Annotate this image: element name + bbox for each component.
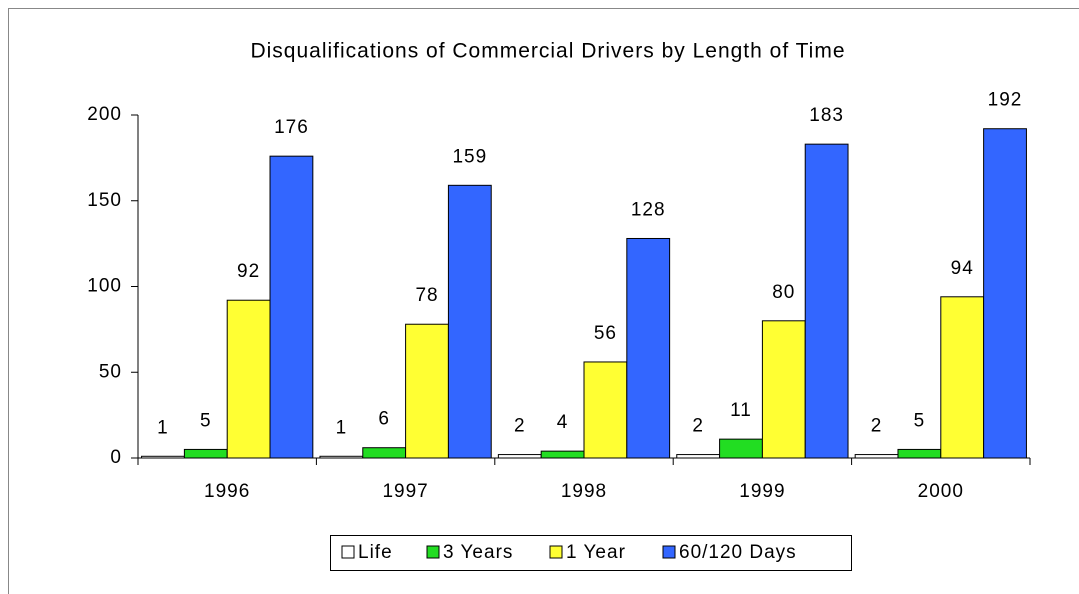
data-label: 94	[951, 258, 974, 279]
bar	[447, 184, 492, 459]
data-label: 1	[336, 417, 348, 438]
x-tick-label: 1998	[561, 481, 607, 502]
x-tick-label: 1996	[204, 481, 250, 502]
legend-swatch	[426, 545, 440, 559]
data-label: 128	[631, 199, 666, 220]
y-tick-label: 200	[87, 104, 122, 125]
bar	[897, 448, 942, 459]
bar	[626, 237, 671, 459]
legend-swatch	[549, 545, 563, 559]
data-label: 6	[378, 409, 390, 430]
bar	[226, 299, 271, 459]
legend-swatch	[341, 545, 355, 559]
bar	[676, 454, 721, 459]
data-label: 4	[557, 412, 569, 433]
data-label: 1	[157, 417, 169, 438]
bar	[583, 361, 628, 459]
legend-box	[330, 535, 852, 571]
x-tick-label: 2000	[918, 481, 964, 502]
data-label: 78	[415, 285, 438, 306]
chart-title: Disqualifications of Commercial Drivers …	[250, 40, 845, 63]
bar	[405, 323, 449, 459]
data-label: 80	[772, 282, 795, 303]
bar	[761, 320, 806, 459]
bar	[983, 128, 1027, 459]
bar	[269, 155, 314, 459]
data-label: 176	[274, 117, 309, 138]
bar	[854, 454, 899, 459]
bar	[540, 450, 585, 459]
data-label: 56	[594, 323, 617, 344]
bar	[497, 454, 542, 459]
data-label: 2	[871, 416, 883, 437]
data-label: 2	[692, 416, 704, 437]
legend-label: 1 Year	[566, 542, 626, 563]
data-label: 5	[200, 410, 212, 431]
y-tick-label: 0	[110, 447, 122, 468]
frame	[8, 8, 1079, 594]
bar	[804, 143, 849, 459]
bar	[183, 448, 228, 459]
y-tick-label: 50	[99, 361, 122, 382]
data-label: 159	[452, 146, 487, 167]
bar	[362, 447, 407, 459]
data-label: 92	[237, 261, 260, 282]
legend-label: 3 Years	[443, 542, 513, 563]
data-label: 183	[809, 105, 844, 126]
data-label: 192	[988, 90, 1023, 111]
data-label: 5	[914, 410, 926, 431]
bar	[940, 296, 985, 459]
x-tick-label: 1997	[382, 481, 428, 502]
legend-label: Life	[358, 542, 393, 563]
y-tick-label: 100	[87, 276, 122, 297]
legend-label: 60/120 Days	[679, 542, 797, 563]
data-label: 11	[730, 400, 752, 421]
x-tick-label: 1999	[739, 481, 785, 502]
data-label: 2	[514, 416, 526, 437]
bar	[719, 438, 763, 459]
y-tick-label: 150	[87, 190, 122, 211]
legend-swatch	[662, 545, 676, 559]
